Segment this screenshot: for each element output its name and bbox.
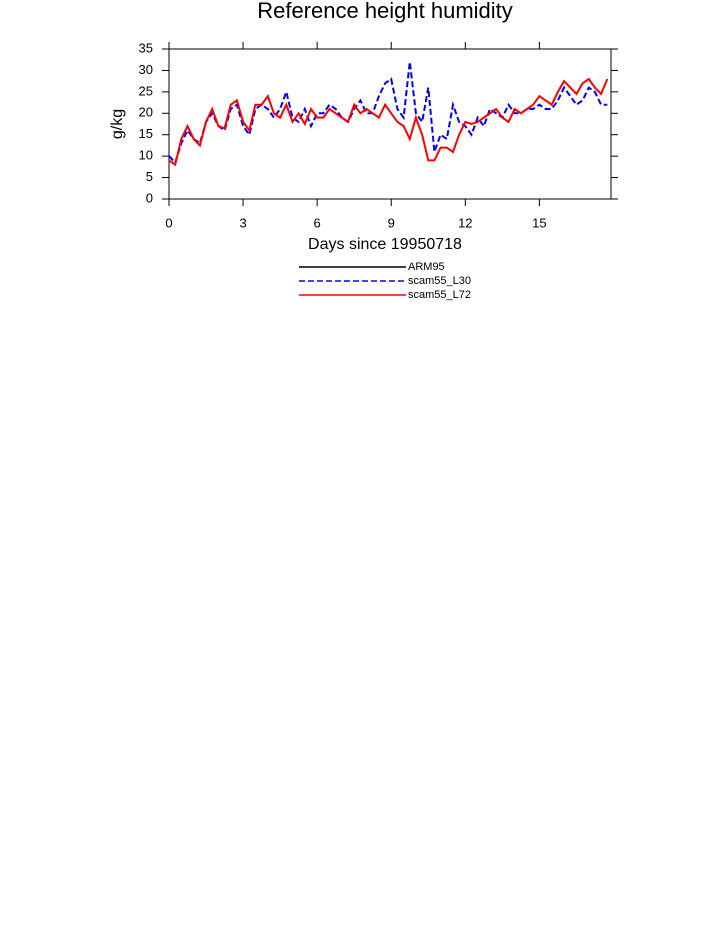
y-tick-label: 5 [146,169,153,184]
plot-frame [168,48,612,200]
x-tick-label: 15 [532,215,546,230]
x-axis-label: Days since 19950718 [308,236,462,253]
x-tick-label: 6 [314,215,321,230]
series-line [168,77,609,167]
series-line [168,61,608,165]
y-axis-label: g/kg [109,109,126,139]
y-tick-label: 20 [139,105,153,120]
x-tick-label: 9 [388,215,395,230]
x-tick-label: 3 [239,215,246,230]
y-tick-label: 35 [139,40,153,55]
chart-title: Reference height humidity [257,0,513,23]
y-tick-label: 0 [146,190,153,205]
y-tick-label: 15 [139,126,153,141]
y-tick-label: 10 [139,148,153,163]
y-tick-label: 30 [139,62,153,77]
legend-label: scam55_L72 [408,289,471,301]
y-tick-label: 25 [139,83,153,98]
legend-label: ARM95 [408,261,445,273]
x-tick-label: 12 [458,215,472,230]
legend-label: scam55_L30 [408,275,471,287]
x-tick-label: 0 [165,215,172,230]
